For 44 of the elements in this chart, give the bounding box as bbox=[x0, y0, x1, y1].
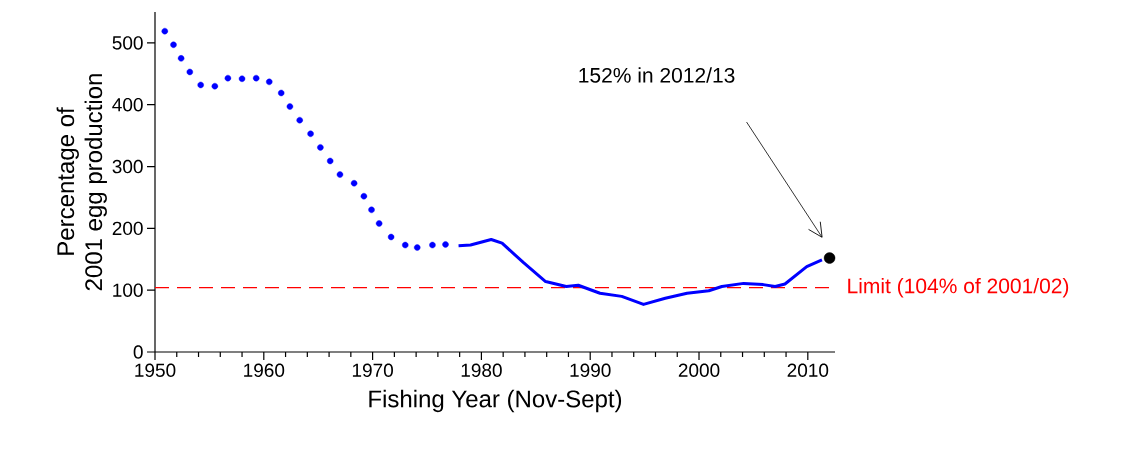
point bbox=[197, 81, 204, 89]
x-axis-title: Fishing Year (Nov-Sept) bbox=[369, 389, 622, 413]
point bbox=[177, 55, 185, 62]
point bbox=[336, 171, 344, 178]
point bbox=[224, 74, 232, 82]
point bbox=[278, 89, 285, 97]
x-tick-label: 2000 bbox=[678, 363, 720, 377]
x-tick-label: 1950 bbox=[135, 363, 176, 377]
x-tick-label: 1990 bbox=[570, 363, 611, 377]
y-tick-label: 400 bbox=[112, 98, 143, 112]
x-tick-label: 2010 bbox=[787, 363, 829, 377]
point bbox=[823, 252, 836, 264]
point bbox=[350, 180, 358, 187]
point bbox=[238, 75, 246, 82]
point bbox=[286, 103, 294, 110]
y-tick-label: 300 bbox=[112, 159, 143, 174]
point bbox=[402, 241, 409, 249]
point bbox=[387, 233, 395, 241]
point bbox=[307, 130, 314, 137]
point bbox=[296, 116, 303, 124]
point bbox=[211, 82, 219, 90]
point bbox=[360, 193, 368, 200]
y-tick-label: 100 bbox=[113, 283, 143, 297]
point bbox=[414, 244, 421, 251]
point bbox=[368, 206, 375, 214]
x-tick-label: 1960 bbox=[244, 363, 285, 377]
ref-line-label: Limit (104% of 2001/02) bbox=[848, 277, 1069, 298]
point bbox=[317, 144, 324, 151]
y-tick-label: 500 bbox=[112, 36, 143, 50]
point bbox=[429, 241, 436, 249]
y-axis-title: Percentage of 2001 egg production bbox=[56, 74, 107, 291]
point bbox=[266, 78, 273, 86]
y-tick-label: 0 bbox=[133, 345, 143, 359]
point bbox=[375, 220, 383, 227]
point bbox=[326, 157, 334, 165]
x-tick-label: 1970 bbox=[352, 363, 393, 377]
point bbox=[170, 41, 177, 48]
point bbox=[252, 74, 260, 82]
x-tick-label: 1980 bbox=[461, 363, 502, 377]
point bbox=[442, 241, 449, 248]
point bbox=[161, 27, 168, 35]
point bbox=[186, 68, 194, 76]
annotation: 152% in 2012/13 bbox=[579, 67, 735, 83]
y-tick-label: 200 bbox=[112, 221, 143, 236]
